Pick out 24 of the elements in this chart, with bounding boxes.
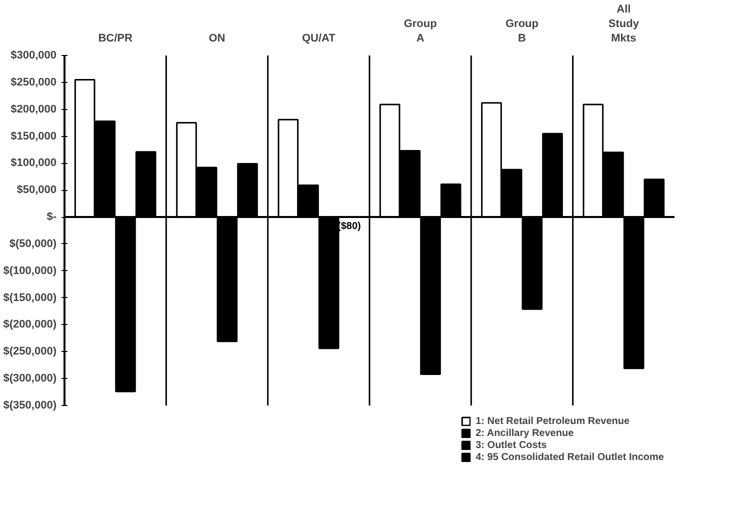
legend-label: 1: Net Retail Petroleum Revenue (476, 415, 630, 427)
y-tick-label: $(50,000) (9, 238, 57, 250)
x-tick-label: BC/PR (98, 32, 132, 44)
y-tick-label: $150,000 (10, 130, 57, 142)
legend-label: 3: Outlet Costs (476, 439, 547, 451)
y-tick-label: $200,000 (10, 103, 57, 116)
x-tick-label: All Study Mkts (608, 4, 640, 44)
y-tick-label: $(100,000) (3, 264, 57, 277)
legend-label: 2: Ancillary Revenue (476, 427, 574, 439)
y-tick-label: $300,000 (10, 50, 57, 62)
y-tick-label: $(300,000) (3, 372, 57, 385)
y-tick-label: $(250,000) (3, 346, 57, 358)
x-tick-label: Group A (404, 18, 438, 44)
x-tick-label: Group B (506, 18, 539, 44)
y-tick-label: $(200,000) (3, 318, 57, 331)
y-tick-label: $(150,000) (3, 292, 57, 304)
y-tick-label: $50,000 (16, 184, 57, 196)
y-tick-label: $- (46, 211, 57, 224)
y-tick-label: $100,000 (10, 157, 57, 170)
y-tick-label: $(350,000) (3, 400, 57, 412)
x-tick-label: QU/AT (302, 32, 336, 44)
x-tick-label: ON (208, 32, 226, 44)
legend-label: 4: 95 Consolidated Retail Outlet Income (476, 451, 664, 463)
y-tick-label: $250,000 (10, 76, 57, 88)
